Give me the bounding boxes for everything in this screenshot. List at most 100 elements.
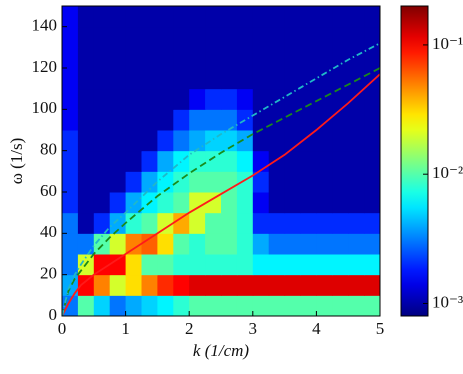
heatmap-cell (126, 295, 142, 316)
heatmap-cell (364, 192, 380, 213)
heatmap-cell (157, 254, 173, 275)
heatmap-cell (301, 109, 317, 130)
heatmap-cell (221, 68, 237, 89)
heatmap-cell (189, 6, 205, 27)
heatmap-cell (237, 68, 253, 89)
heatmap-cell (157, 151, 173, 172)
colorbar-tick-label: 10⁻³ (432, 292, 463, 311)
heatmap-cell (316, 171, 332, 192)
heatmap-cell (142, 233, 158, 254)
x-tick-label: 1 (121, 319, 130, 338)
y-tick-label: 140 (32, 16, 58, 35)
heatmap-cell (142, 254, 158, 275)
heatmap-cell (221, 6, 237, 27)
heatmap-cell (62, 68, 78, 89)
heatmap-cell (316, 275, 332, 296)
heatmap-cell (110, 89, 126, 110)
heatmap-cell (157, 130, 173, 151)
heatmap-cell (364, 130, 380, 151)
heatmap-cell (221, 47, 237, 68)
heatmap-cell (364, 275, 380, 296)
heatmap-cell (332, 233, 348, 254)
heatmap-cell (157, 89, 173, 110)
heatmap-cell (301, 192, 317, 213)
heatmap-cell (94, 109, 110, 130)
heatmap-cell (221, 275, 237, 296)
heatmap-cell (316, 295, 332, 316)
heatmap-cell (78, 27, 94, 48)
heatmap-cell (78, 233, 94, 254)
heatmap-cell (348, 295, 364, 316)
heatmap-cell (205, 27, 221, 48)
heatmap-cell (173, 68, 189, 89)
heatmap-cell (364, 109, 380, 130)
heatmap-cell (285, 275, 301, 296)
heatmap-cell (269, 192, 285, 213)
heatmap-cell (285, 109, 301, 130)
heatmap-cell (78, 151, 94, 172)
heatmap-cell (78, 109, 94, 130)
heatmap-cell (221, 213, 237, 234)
heatmap-cell (94, 192, 110, 213)
heatmap-cell (269, 27, 285, 48)
heatmap-cell (269, 213, 285, 234)
heatmap-cell (316, 130, 332, 151)
heatmap-cell (221, 89, 237, 110)
heatmap-cell (285, 89, 301, 110)
heatmap-cell (142, 109, 158, 130)
x-tick-label: 0 (58, 319, 67, 338)
heatmap-cell (285, 171, 301, 192)
heatmap-cell (301, 27, 317, 48)
heatmap-cell (126, 109, 142, 130)
heatmap-cell (332, 6, 348, 27)
heatmap-cell (316, 151, 332, 172)
heatmap-cell (110, 109, 126, 130)
heatmap-cell (110, 151, 126, 172)
heatmap-cell (62, 109, 78, 130)
heatmap-cell (173, 89, 189, 110)
y-tick-label: 0 (49, 305, 58, 324)
heatmap-cell (189, 275, 205, 296)
heatmap-cell (253, 192, 269, 213)
heatmap-cell (94, 68, 110, 89)
x-axis-label: k (1/cm) (193, 341, 250, 360)
heatmap-cell (189, 254, 205, 275)
heatmap-cell (285, 47, 301, 68)
heatmap-cell (301, 171, 317, 192)
heatmap-cell (94, 47, 110, 68)
heatmap-cell (189, 213, 205, 234)
y-axis-label: ω (1/s) (7, 138, 26, 185)
heatmap-cell (285, 233, 301, 254)
heatmap-cell (94, 6, 110, 27)
heatmap-cell (301, 6, 317, 27)
heatmap-cell (348, 27, 364, 48)
heatmap-cell (332, 254, 348, 275)
heatmap-cell (332, 151, 348, 172)
x-tick-label: 5 (376, 319, 385, 338)
heatmap-cell (205, 6, 221, 27)
heatmap-cell (205, 89, 221, 110)
heatmap-cell (173, 213, 189, 234)
heatmap-cell (110, 295, 126, 316)
heatmap-cell (332, 192, 348, 213)
heatmap-cell (110, 27, 126, 48)
heatmap-cell (189, 171, 205, 192)
heatmap-cell (285, 68, 301, 89)
heatmap-cell (269, 68, 285, 89)
heatmap-cell (253, 151, 269, 172)
heatmap-cell (205, 254, 221, 275)
heatmap-cell (173, 27, 189, 48)
heatmap-cell (269, 254, 285, 275)
heatmap-cell (62, 130, 78, 151)
y-tick-label: 80 (40, 140, 57, 159)
heatmap-cell (316, 192, 332, 213)
heatmap-cell (157, 295, 173, 316)
heatmap-cell (110, 275, 126, 296)
heatmap-cell (173, 151, 189, 172)
heatmap-cell (221, 151, 237, 172)
heatmap-cell (62, 171, 78, 192)
heatmap-cell (110, 171, 126, 192)
heatmap-cell (348, 233, 364, 254)
x-tick-label: 2 (185, 319, 194, 338)
y-tick-label: 60 (40, 181, 57, 200)
